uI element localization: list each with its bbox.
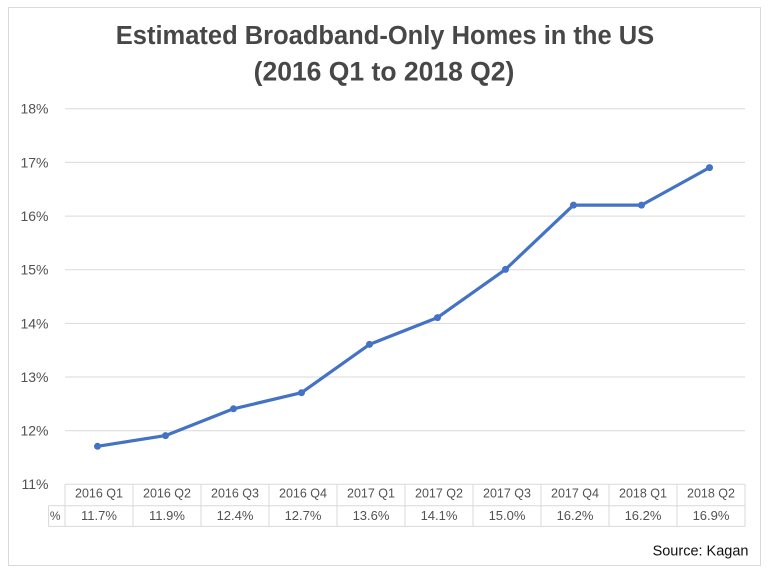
- svg-text:12%: 12%: [20, 423, 48, 439]
- svg-text:Estimated Broadband-Only Homes: Estimated Broadband-Only Homes in the US: [116, 22, 654, 50]
- svg-text:2017 Q4: 2017 Q4: [551, 487, 599, 501]
- svg-text:18%: 18%: [20, 101, 48, 117]
- svg-text:16.2%: 16.2%: [557, 508, 594, 523]
- svg-text:Source: Kagan: Source: Kagan: [653, 544, 749, 560]
- svg-text:2018 Q1: 2018 Q1: [619, 487, 667, 501]
- svg-text:11.7%: 11.7%: [81, 508, 117, 523]
- svg-text:16.2%: 16.2%: [625, 508, 662, 523]
- svg-text:2017 Q1: 2017 Q1: [347, 487, 395, 501]
- svg-text:11.9%: 11.9%: [149, 508, 185, 523]
- svg-text:2017 Q2: 2017 Q2: [415, 487, 463, 501]
- svg-text:2016 Q1: 2016 Q1: [75, 487, 123, 501]
- svg-text:(2016 Q1 to 2018 Q2): (2016 Q1 to 2018 Q2): [254, 57, 515, 87]
- svg-text:12.7%: 12.7%: [285, 508, 322, 523]
- svg-text:2016 Q2: 2016 Q2: [143, 487, 191, 501]
- svg-text:17%: 17%: [20, 154, 48, 170]
- svg-text:2018 Q2: 2018 Q2: [687, 487, 735, 501]
- svg-text:12.4%: 12.4%: [217, 508, 254, 523]
- svg-text:15.0%: 15.0%: [489, 508, 526, 523]
- svg-text:16%: 16%: [20, 208, 48, 224]
- svg-text:14.1%: 14.1%: [421, 508, 458, 523]
- svg-text:16.9%: 16.9%: [693, 508, 730, 523]
- svg-text:15%: 15%: [20, 262, 48, 278]
- svg-text:%: %: [50, 509, 61, 523]
- svg-text:14%: 14%: [20, 315, 48, 331]
- svg-text:13%: 13%: [20, 369, 48, 385]
- svg-text:2017 Q3: 2017 Q3: [483, 487, 531, 501]
- svg-text:2016 Q3: 2016 Q3: [211, 487, 259, 501]
- svg-text:2016 Q4: 2016 Q4: [279, 487, 327, 501]
- svg-text:13.6%: 13.6%: [353, 508, 390, 523]
- svg-text:11%: 11%: [22, 476, 49, 492]
